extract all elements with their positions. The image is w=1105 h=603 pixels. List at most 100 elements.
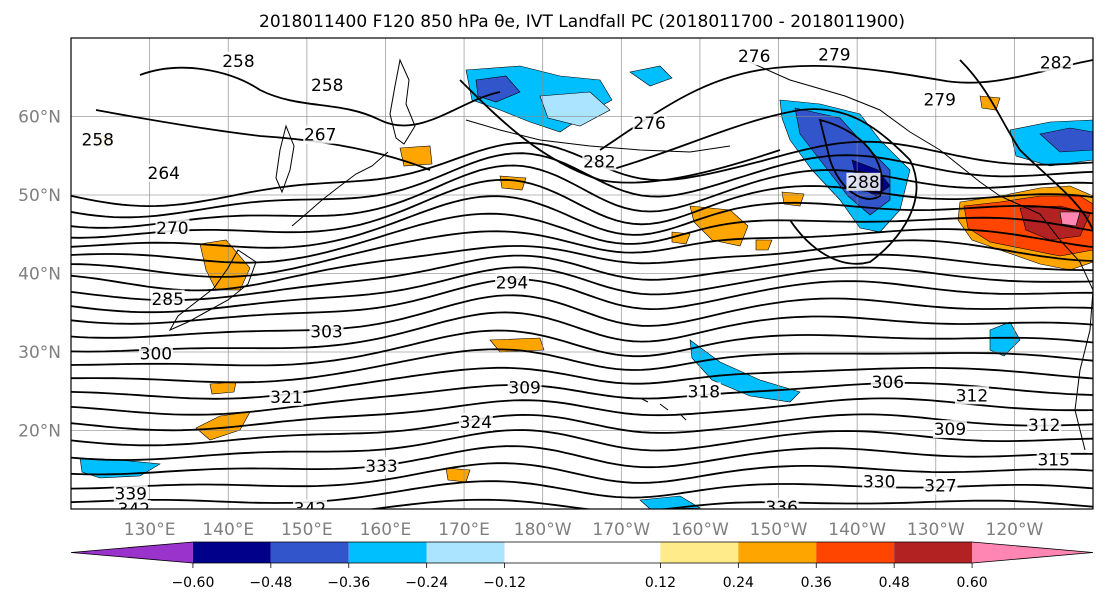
x-tick-label: 130°W: [907, 520, 965, 540]
theta-e-contour-north: [139, 66, 501, 127]
shading-pos-mid-5: [209, 381, 237, 395]
chart-title: 2018011400 F120 850 hPa θe, IVT Landfall…: [259, 12, 905, 32]
contour-label: 282: [1040, 53, 1072, 73]
theta-e-contour: [71, 294, 1093, 339]
contour-label-bg: [309, 322, 344, 341]
shading-pos-mid-8: [445, 467, 471, 483]
contour-label: 258: [311, 76, 343, 96]
contour-label-bg: [458, 413, 493, 432]
map-panel: 258 258 258 264 267 270 276 279 276 282 279 282 288 2…: [70, 37, 1094, 526]
x-tick-label: 130°E: [124, 520, 176, 540]
theta-e-contour: [71, 253, 1093, 302]
coastline-alaska: [744, 59, 1001, 197]
contour-label: 312: [956, 386, 988, 406]
theta-e-contour: [71, 397, 1093, 432]
contour-label: 327: [924, 477, 956, 497]
theta-e-contour: [71, 278, 1093, 325]
colorbar-extend-max: [972, 542, 1093, 563]
coastline-hawaii: [639, 397, 687, 421]
contour-label-bg: [922, 90, 957, 109]
theta-e-contour: [71, 228, 1093, 278]
theta-e-contour-north: [95, 109, 431, 171]
x-tick-label: 150°E: [281, 520, 333, 540]
contour-labels: 258 258 258 264 267 270 276 279 276 282 279 282 288 2…: [80, 45, 1074, 526]
coastline-kuril-islands: [291, 151, 389, 227]
contour-label: 300: [140, 345, 172, 365]
contour-label-bg: [737, 47, 772, 66]
x-tick-label: 140°E: [202, 520, 254, 540]
contour-label-bg: [80, 130, 115, 149]
coastline-kamchatka: [389, 58, 416, 145]
y-tick-label: 40°N: [18, 265, 61, 285]
theta-e-contour: [71, 152, 1093, 219]
contour-label: 333: [365, 457, 397, 477]
contour-label-bg: [150, 289, 185, 308]
colorbar-tick-label: 0.24: [723, 575, 754, 591]
contour-label-bg: [923, 476, 958, 495]
theta-e-contour: [71, 348, 1093, 384]
contour-label: 288: [847, 173, 879, 193]
contour-label-bg: [764, 497, 799, 509]
contour-label: 267: [304, 126, 336, 146]
theta-e-contour: [71, 311, 1093, 353]
theta-e-contour-north: [459, 79, 781, 184]
theta-e-contour: [71, 266, 1093, 314]
coastline-sakhalin: [275, 124, 295, 194]
contour-label-bg: [686, 382, 721, 401]
contour-label: 276: [738, 47, 770, 67]
contour-label: 306: [872, 373, 904, 393]
contour-label: 279: [818, 46, 850, 66]
contour-label: 294: [496, 273, 528, 293]
contour-label-bg: [269, 387, 304, 406]
map-frame: [70, 37, 1094, 510]
contour-label-bg: [507, 378, 542, 397]
contour-label: 312: [1028, 416, 1060, 436]
colorbar-tick-label: 0.12: [645, 575, 676, 591]
contour-label-bg: [490, 506, 525, 509]
x-axis: 130°E 140°E 150°E 160°E 170°E 180°W 170°W 160°W…: [124, 520, 1044, 540]
colorbar-swatch: [192, 542, 271, 563]
shading-neg-east-mid: [1039, 127, 1093, 153]
theta-e-contour: [71, 366, 1093, 400]
contour-label: 339: [491, 506, 523, 526]
colorbar-tick-label: 0.48: [879, 575, 910, 591]
contour-label-bg: [116, 500, 151, 509]
contour-label: 330: [863, 473, 895, 493]
contour-label: 321: [270, 388, 302, 408]
colorbar-swatch: [426, 542, 505, 563]
theta-e-contour: [71, 195, 1093, 249]
shading-bering-neg-light: [539, 91, 611, 127]
contour-label: 258: [222, 52, 254, 72]
contour-label-bg: [310, 76, 345, 95]
contour-label-bg: [932, 420, 967, 439]
colorbar-tick-label: 0.60: [956, 575, 987, 591]
y-tick-label: 50°N: [18, 186, 61, 206]
theta-e-contour-north: [818, 118, 883, 200]
theta-e-contour: [71, 164, 1093, 229]
contour-label: 324: [460, 413, 492, 433]
theta-e-contour: [71, 413, 1093, 447]
x-tick-label: 150°W: [750, 520, 808, 540]
shading-pos-mid-10: [781, 191, 805, 207]
theta-e-contour: [71, 140, 1093, 208]
colorbar-tick-label: −0.60: [171, 575, 214, 591]
contour-label: 336: [765, 498, 797, 518]
colorbar-swatch: [348, 542, 427, 563]
colorbar-tick-label: 0.36: [801, 575, 832, 591]
colorbar: −0.60 −0.48 −0.36 −0.24 −0.12 0.12 0.24 0.36 0.4…: [70, 541, 1094, 591]
colorbar-swatch: [894, 542, 973, 563]
contour-label: 264: [148, 164, 180, 184]
contour-label-bg: [1027, 416, 1062, 435]
theta-e-contour: [71, 329, 1093, 367]
contour-label: 285: [151, 290, 183, 310]
contour-label-bg: [846, 172, 881, 191]
contour-label: 279: [923, 90, 955, 110]
contour-label: 282: [583, 152, 615, 172]
theta-e-contour: [71, 462, 1093, 490]
shading-pos-mid-3: [399, 145, 433, 167]
colorbar-swatch: [270, 542, 349, 563]
y-tick-label: 30°N: [18, 343, 61, 363]
coastline-north-america: [999, 195, 1093, 451]
theta-e-contour: [71, 429, 1093, 461]
colorbar-swatch: [738, 542, 817, 563]
